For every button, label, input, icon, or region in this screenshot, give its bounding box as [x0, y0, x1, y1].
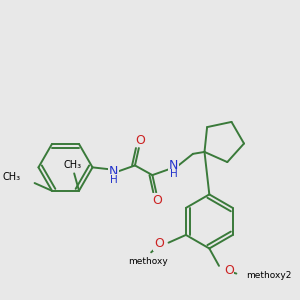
Text: O: O: [154, 237, 164, 250]
Text: O: O: [152, 194, 162, 207]
Text: CH₃: CH₃: [3, 172, 21, 182]
Text: N: N: [109, 165, 119, 178]
Text: O: O: [224, 264, 234, 277]
Text: H: H: [170, 169, 178, 179]
Text: CH₃: CH₃: [63, 160, 81, 170]
Text: methoxy2: methoxy2: [246, 271, 291, 280]
Text: O: O: [135, 134, 145, 147]
Text: H: H: [110, 175, 118, 185]
Text: N: N: [169, 159, 178, 172]
Text: methoxy: methoxy: [128, 256, 168, 266]
